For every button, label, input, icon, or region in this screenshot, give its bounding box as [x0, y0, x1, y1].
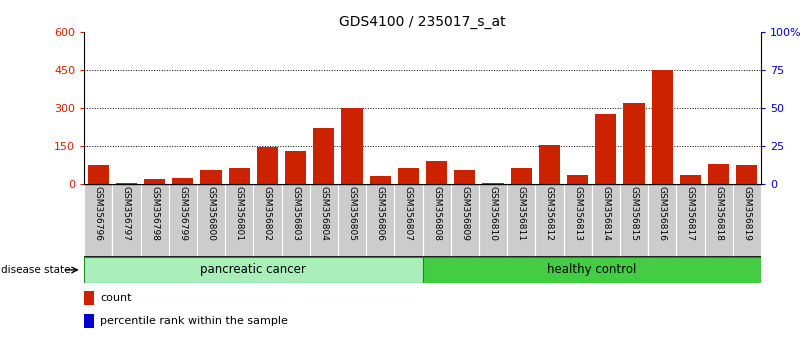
Bar	[200, 170, 222, 184]
Text: healthy control: healthy control	[547, 263, 637, 276]
Bar	[285, 151, 306, 184]
FancyBboxPatch shape	[648, 184, 676, 257]
FancyBboxPatch shape	[422, 184, 451, 257]
Text: GSM356801: GSM356801	[235, 186, 244, 241]
Bar	[257, 147, 278, 184]
Bar	[398, 167, 419, 184]
Bar	[511, 167, 532, 184]
Text: GSM356810: GSM356810	[489, 186, 497, 241]
FancyBboxPatch shape	[422, 257, 761, 283]
FancyBboxPatch shape	[676, 184, 705, 257]
Bar	[341, 108, 363, 184]
Bar	[454, 170, 476, 184]
Text: GSM356804: GSM356804	[320, 186, 328, 241]
FancyBboxPatch shape	[84, 257, 422, 283]
Text: GSM356816: GSM356816	[658, 186, 666, 241]
Text: GSM356806: GSM356806	[376, 186, 384, 241]
Bar	[708, 164, 729, 184]
FancyBboxPatch shape	[253, 184, 281, 257]
FancyBboxPatch shape	[281, 184, 310, 257]
Text: GSM356815: GSM356815	[630, 186, 638, 241]
FancyBboxPatch shape	[84, 184, 112, 257]
FancyBboxPatch shape	[564, 184, 592, 257]
FancyBboxPatch shape	[366, 184, 394, 257]
Text: GSM356817: GSM356817	[686, 186, 695, 241]
Bar	[567, 175, 588, 184]
Bar	[369, 177, 391, 184]
Text: disease state: disease state	[1, 265, 70, 275]
Text: GSM356803: GSM356803	[291, 186, 300, 241]
Text: GSM356796: GSM356796	[94, 186, 103, 241]
FancyBboxPatch shape	[112, 184, 140, 257]
Text: pancreatic cancer: pancreatic cancer	[200, 263, 306, 276]
Bar	[652, 70, 673, 184]
FancyBboxPatch shape	[479, 184, 507, 257]
Bar	[426, 161, 447, 184]
Text: GSM356818: GSM356818	[714, 186, 723, 241]
Text: GSM356802: GSM356802	[263, 186, 272, 241]
Text: GSM356798: GSM356798	[150, 186, 159, 241]
Bar	[84, 291, 95, 305]
Text: GSM356814: GSM356814	[602, 186, 610, 241]
FancyBboxPatch shape	[140, 184, 169, 257]
Bar	[595, 114, 617, 184]
FancyBboxPatch shape	[197, 184, 225, 257]
Bar	[539, 145, 560, 184]
FancyBboxPatch shape	[169, 184, 197, 257]
Bar	[736, 165, 758, 184]
Text: GSM356805: GSM356805	[348, 186, 356, 241]
FancyBboxPatch shape	[535, 184, 564, 257]
Bar	[623, 103, 645, 184]
FancyBboxPatch shape	[733, 184, 761, 257]
Bar	[87, 165, 109, 184]
Text: GSM356812: GSM356812	[545, 186, 554, 241]
Title: GDS4100 / 235017_s_at: GDS4100 / 235017_s_at	[339, 16, 506, 29]
Text: GSM356807: GSM356807	[404, 186, 413, 241]
Text: GSM356799: GSM356799	[179, 186, 187, 241]
Text: GSM356800: GSM356800	[207, 186, 215, 241]
Bar	[116, 183, 137, 184]
Bar	[680, 175, 701, 184]
Text: GSM356809: GSM356809	[461, 186, 469, 241]
Text: GSM356819: GSM356819	[743, 186, 751, 241]
FancyBboxPatch shape	[451, 184, 479, 257]
FancyBboxPatch shape	[507, 184, 535, 257]
Bar	[482, 183, 504, 184]
Bar	[144, 179, 165, 184]
FancyBboxPatch shape	[338, 184, 366, 257]
FancyBboxPatch shape	[394, 184, 422, 257]
FancyBboxPatch shape	[225, 184, 253, 257]
Text: count: count	[100, 293, 131, 303]
Text: GSM356797: GSM356797	[122, 186, 131, 241]
FancyBboxPatch shape	[310, 184, 338, 257]
FancyBboxPatch shape	[620, 184, 648, 257]
Text: GSM356811: GSM356811	[517, 186, 525, 241]
FancyBboxPatch shape	[592, 184, 620, 257]
Text: GSM356808: GSM356808	[432, 186, 441, 241]
Bar	[313, 128, 334, 184]
Bar	[84, 314, 95, 328]
Bar	[228, 167, 250, 184]
Bar	[172, 178, 193, 184]
Text: GSM356813: GSM356813	[574, 186, 582, 241]
FancyBboxPatch shape	[705, 184, 733, 257]
Text: percentile rank within the sample: percentile rank within the sample	[100, 316, 288, 326]
